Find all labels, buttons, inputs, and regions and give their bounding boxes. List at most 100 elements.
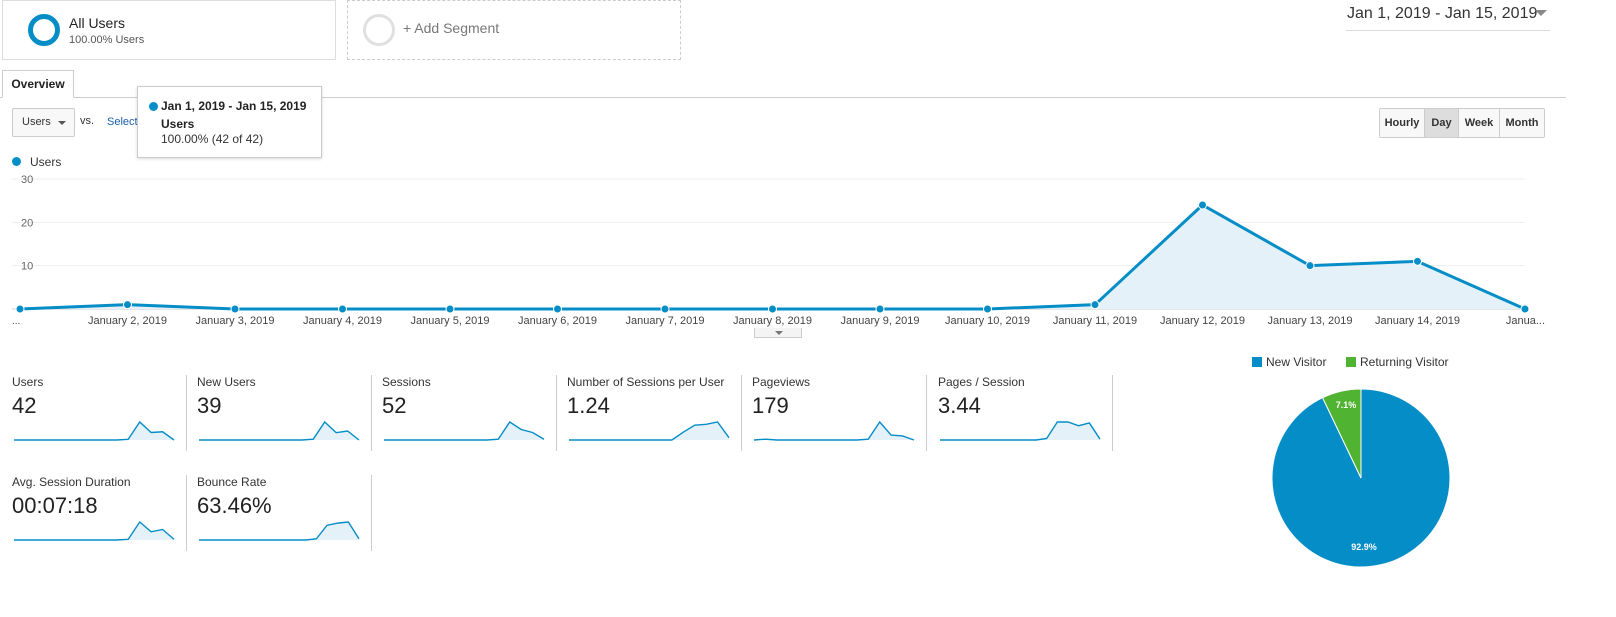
pie-slice-label: 92.9% bbox=[1351, 542, 1377, 552]
hourly-button[interactable]: Hourly bbox=[1380, 109, 1425, 137]
metric-sessions[interactable]: Sessions 52 bbox=[382, 375, 557, 453]
metric-label: Bounce Rate bbox=[197, 475, 267, 489]
tab-overview[interactable]: Overview bbox=[2, 70, 74, 98]
metric-label: New Users bbox=[197, 375, 256, 389]
data-point[interactable] bbox=[983, 304, 992, 314]
legend-label: Users bbox=[30, 155, 62, 169]
chart-tooltip: Jan 1, 2019 - Jan 15, 2019 Users 100.00%… bbox=[137, 86, 322, 158]
metric-users[interactable]: Users 42 bbox=[12, 375, 187, 453]
sparkline-area bbox=[754, 422, 914, 440]
metric-sessions-per-user[interactable]: Number of Sessions per User 1.24 bbox=[567, 375, 742, 453]
sparkline-line bbox=[199, 420, 360, 441]
x-tick-label: January 2, 2019 bbox=[88, 315, 167, 327]
chevron-down-icon bbox=[775, 331, 783, 335]
tooltip-value: 100.00% (42 of 42) bbox=[161, 132, 264, 146]
x-tick-label: January 3, 2019 bbox=[196, 315, 275, 327]
data-point[interactable] bbox=[123, 300, 132, 310]
x-tick-label: January 7, 2019 bbox=[626, 315, 705, 327]
segment-subtitle: 100.00% Users bbox=[69, 34, 145, 46]
segment-all-users[interactable]: All Users 100.00% Users bbox=[2, 0, 336, 60]
sparkline-line bbox=[14, 520, 175, 541]
data-point[interactable] bbox=[553, 304, 562, 314]
metric-bounce-rate[interactable]: Bounce Rate 63.46% bbox=[197, 475, 372, 553]
metric-divider bbox=[741, 375, 742, 451]
data-point[interactable] bbox=[1090, 300, 1100, 310]
y-tick-label: 10 bbox=[21, 261, 33, 273]
sparkline bbox=[569, 421, 730, 441]
tooltip-date: Jan 1, 2019 - Jan 15, 2019 bbox=[161, 99, 307, 113]
tab-bar-divider bbox=[0, 97, 1566, 98]
segment-title: All Users bbox=[69, 15, 126, 31]
sparkline-area bbox=[940, 422, 1100, 440]
data-point[interactable] bbox=[1413, 256, 1422, 266]
metric-value: 00:07:18 bbox=[12, 493, 98, 518]
metric-label: Pages / Session bbox=[938, 375, 1025, 389]
metric-pageviews[interactable]: Pageviews 179 bbox=[752, 375, 927, 453]
x-tick-label: January 4, 2019 bbox=[303, 315, 382, 327]
metric-divider bbox=[186, 475, 187, 551]
data-point[interactable] bbox=[15, 304, 25, 314]
data-point[interactable] bbox=[768, 304, 777, 314]
legend-dot-icon bbox=[12, 157, 21, 166]
data-point[interactable] bbox=[338, 304, 347, 314]
users-line-chart[interactable]: 10 20 30... January 2, 2019 January 3, 2019 J… bbox=[0, 170, 1560, 332]
sparkline bbox=[199, 521, 360, 541]
metric-divider bbox=[926, 375, 927, 451]
sparkline bbox=[753, 420, 915, 441]
time-granularity-group: Hourly Day Week Month bbox=[1379, 108, 1545, 138]
visitor-pie-chart[interactable]: 92.9% 7.1% bbox=[1269, 386, 1453, 570]
select-metric-link[interactable]: Select bbox=[107, 116, 138, 128]
metric-label: Pageviews bbox=[752, 375, 811, 389]
chevron-down-icon bbox=[58, 121, 66, 125]
metric-value: 63.46% bbox=[197, 493, 272, 518]
empty-ring-icon bbox=[363, 14, 395, 46]
sparkline-area bbox=[384, 422, 544, 440]
week-button[interactable]: Week bbox=[1459, 109, 1500, 137]
metric-avg-session-duration[interactable]: Avg. Session Duration 00:07:18 bbox=[12, 475, 187, 553]
sparkline-line bbox=[384, 421, 545, 441]
data-point[interactable] bbox=[875, 304, 885, 314]
metric-value: 39 bbox=[197, 393, 222, 418]
tooltip-dot-icon bbox=[149, 102, 158, 111]
metric-value: 42 bbox=[12, 393, 37, 418]
metric-value: 52 bbox=[382, 393, 407, 418]
y-tick-label: 30 bbox=[21, 174, 33, 186]
sparkline-area bbox=[14, 422, 174, 440]
metric-value: 3.44 bbox=[938, 393, 981, 418]
data-point[interactable] bbox=[445, 304, 455, 314]
metric-divider bbox=[371, 375, 372, 451]
metric-selector[interactable]: Users bbox=[12, 108, 75, 137]
chevron-down-icon[interactable] bbox=[1535, 10, 1547, 16]
metric-value: 1.24 bbox=[567, 393, 610, 418]
month-button[interactable]: Month bbox=[1500, 109, 1544, 137]
date-range-picker[interactable]: Jan 1, 2019 - Jan 15, 2019 bbox=[1347, 5, 1538, 22]
pie-slice[interactable] bbox=[1321, 388, 1362, 479]
metric-value: 179 bbox=[752, 393, 789, 418]
day-button[interactable]: Day bbox=[1425, 109, 1459, 137]
metric-new-users[interactable]: New Users 39 bbox=[197, 375, 372, 453]
metric-label: Users bbox=[12, 375, 44, 389]
vs-label: vs. bbox=[80, 115, 95, 127]
x-tick-label: January 6, 2019 bbox=[518, 315, 597, 327]
x-tick-label: January 10, 2019 bbox=[945, 315, 1030, 327]
data-point[interactable] bbox=[660, 304, 670, 314]
sparkline-area bbox=[14, 522, 174, 540]
segment-ring-icon bbox=[28, 14, 60, 46]
add-segment-button[interactable]: + Add Segment bbox=[347, 0, 681, 60]
data-point[interactable] bbox=[1305, 261, 1315, 271]
metric-pages-per-session[interactable]: Pages / Session 3.44 bbox=[938, 375, 1113, 453]
data-point[interactable] bbox=[230, 304, 240, 314]
series-area bbox=[20, 205, 1525, 309]
data-point[interactable] bbox=[1198, 200, 1207, 210]
x-tick-label: January 9, 2019 bbox=[841, 315, 920, 327]
chart-collapse-handle[interactable] bbox=[754, 328, 802, 338]
data-point[interactable] bbox=[1520, 304, 1530, 314]
metric-divider bbox=[556, 375, 557, 451]
sparkline-area bbox=[199, 422, 359, 440]
x-tick-label: Janua... bbox=[1506, 315, 1545, 327]
metric-label: Number of Sessions per User bbox=[567, 375, 725, 389]
legend-label-returning-visitor: Returning Visitor bbox=[1360, 355, 1449, 369]
pie-slice-label: 7.1% bbox=[1336, 400, 1357, 410]
legend-swatch-returning-visitor bbox=[1346, 357, 1356, 367]
sparkline-line bbox=[199, 521, 360, 541]
